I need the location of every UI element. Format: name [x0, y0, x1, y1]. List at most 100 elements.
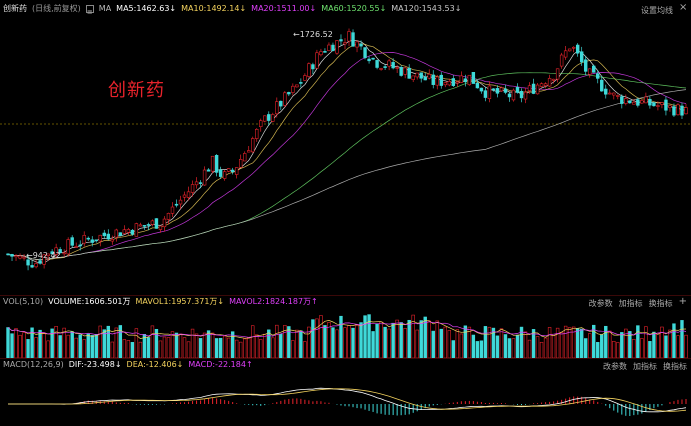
- volume-bar: [6, 327, 10, 358]
- volume-bar: [311, 319, 315, 358]
- vol-add-indicator-button[interactable]: 加指标: [618, 299, 643, 308]
- candle-body: [351, 32, 355, 47]
- volume-bar: [684, 334, 688, 358]
- macd-header: MACD(12,26,9) DIF:-23.498↓ DEA:-12.406↓ …: [0, 359, 691, 371]
- candle-body: [435, 76, 439, 86]
- mavol1-value: MAVOL1:1957.371万↓: [135, 297, 225, 306]
- candle-body: [251, 138, 255, 153]
- volume-header-buttons: 改参数 加指标 换指标 +: [588, 296, 687, 309]
- volume-bar: [367, 314, 371, 358]
- candle-body: [18, 255, 22, 259]
- volume-bar: [134, 328, 139, 358]
- volume-bar: [154, 328, 159, 358]
- price-chart[interactable]: [0, 14, 691, 295]
- candle-body: [383, 66, 387, 68]
- volume-bar: [447, 330, 452, 358]
- volume-bar: [527, 339, 532, 358]
- volume-bar: [479, 340, 484, 358]
- candle-body: [150, 220, 155, 225]
- candle-body: [423, 76, 427, 81]
- volume-bar: [335, 329, 339, 358]
- vol-edit-params-button[interactable]: 改参数: [588, 299, 613, 308]
- macd-switch-indicator-button[interactable]: 换指标: [663, 362, 687, 371]
- candle-body: [455, 81, 460, 84]
- volume-bar: [230, 331, 235, 358]
- candle-body: [86, 237, 90, 240]
- candle-body: [295, 84, 299, 88]
- volume-bar: [499, 328, 504, 358]
- candle-body: [523, 91, 528, 100]
- candle-body: [142, 225, 147, 227]
- macd-add-indicator-button[interactable]: 加指标: [633, 362, 657, 371]
- volume-bar: [122, 339, 127, 358]
- vol-switch-indicator-button[interactable]: 换指标: [648, 299, 673, 308]
- volume-bar: [10, 333, 14, 358]
- candle-body: [419, 72, 423, 79]
- volume-bar: [351, 327, 355, 358]
- volume-bar: [303, 341, 307, 358]
- volume-bar: [162, 336, 167, 358]
- volume-bar: [435, 320, 439, 358]
- candle-body: [323, 51, 327, 53]
- candle-body: [110, 239, 115, 242]
- volume-bar: [86, 333, 90, 358]
- volume-bar: [126, 340, 131, 358]
- volume-bar: [323, 325, 327, 358]
- volume-bar: [319, 315, 323, 358]
- candle-body: [583, 59, 588, 72]
- candle-body: [535, 84, 540, 95]
- low-annotation: ←942.42: [26, 251, 61, 260]
- volume-bar: [150, 325, 155, 358]
- volume-bar: [202, 332, 207, 358]
- volume-bar: [343, 327, 347, 358]
- volume-bar: [355, 325, 359, 358]
- volume-bar: [271, 337, 275, 358]
- candle-body: [287, 92, 291, 95]
- volume-bar: [50, 328, 54, 358]
- price-header-buttons: 设置均线 ×: [641, 2, 688, 16]
- volume-bar: [339, 315, 343, 358]
- volume-bar: [535, 336, 540, 358]
- volume-bar: [90, 335, 94, 358]
- candle-body: [491, 88, 496, 91]
- candle-body: [459, 75, 464, 83]
- candle-body: [479, 87, 484, 92]
- candle-body: [592, 65, 596, 73]
- volume-bar: [567, 327, 572, 358]
- close-icon[interactable]: ×: [679, 2, 688, 13]
- candle-body: [503, 88, 508, 93]
- volume-bar: [210, 332, 215, 358]
- volume-bar: [439, 328, 443, 358]
- macd-chart[interactable]: [0, 371, 691, 426]
- candle-body: [563, 50, 568, 58]
- volume-bar: [70, 331, 74, 358]
- candle-body: [46, 253, 50, 257]
- volume-bar: [563, 325, 568, 358]
- toggle-indicator-icon[interactable]: ≡: [85, 5, 94, 16]
- volume-bar: [194, 333, 199, 358]
- mavol1-line: [7, 320, 687, 339]
- volume-chart[interactable]: [0, 308, 691, 358]
- volume-bar: [571, 326, 576, 358]
- volume-bar: [275, 324, 279, 358]
- volume-bar: [419, 320, 423, 358]
- settings-ma-button[interactable]: 设置均线: [641, 6, 673, 15]
- candle-body: [138, 224, 143, 227]
- candle-body: [495, 88, 500, 94]
- candle-body: [14, 255, 18, 258]
- candle-body: [676, 104, 680, 116]
- candle-body: [439, 74, 443, 86]
- volume-bar: [383, 326, 387, 358]
- macd-value: MACD:-22.184↑: [188, 360, 253, 369]
- candle-body: [303, 75, 307, 81]
- volume-bar: [640, 338, 644, 358]
- candle-body: [126, 229, 131, 233]
- candle-body: [271, 114, 275, 122]
- macd-edit-params-button[interactable]: 改参数: [603, 362, 627, 371]
- volume-bar: [242, 338, 247, 358]
- volume-bar: [94, 334, 98, 358]
- candle-body: [214, 155, 219, 173]
- vol-add-icon[interactable]: +: [678, 296, 687, 307]
- volume-bar: [34, 337, 38, 358]
- candle-body: [371, 57, 375, 60]
